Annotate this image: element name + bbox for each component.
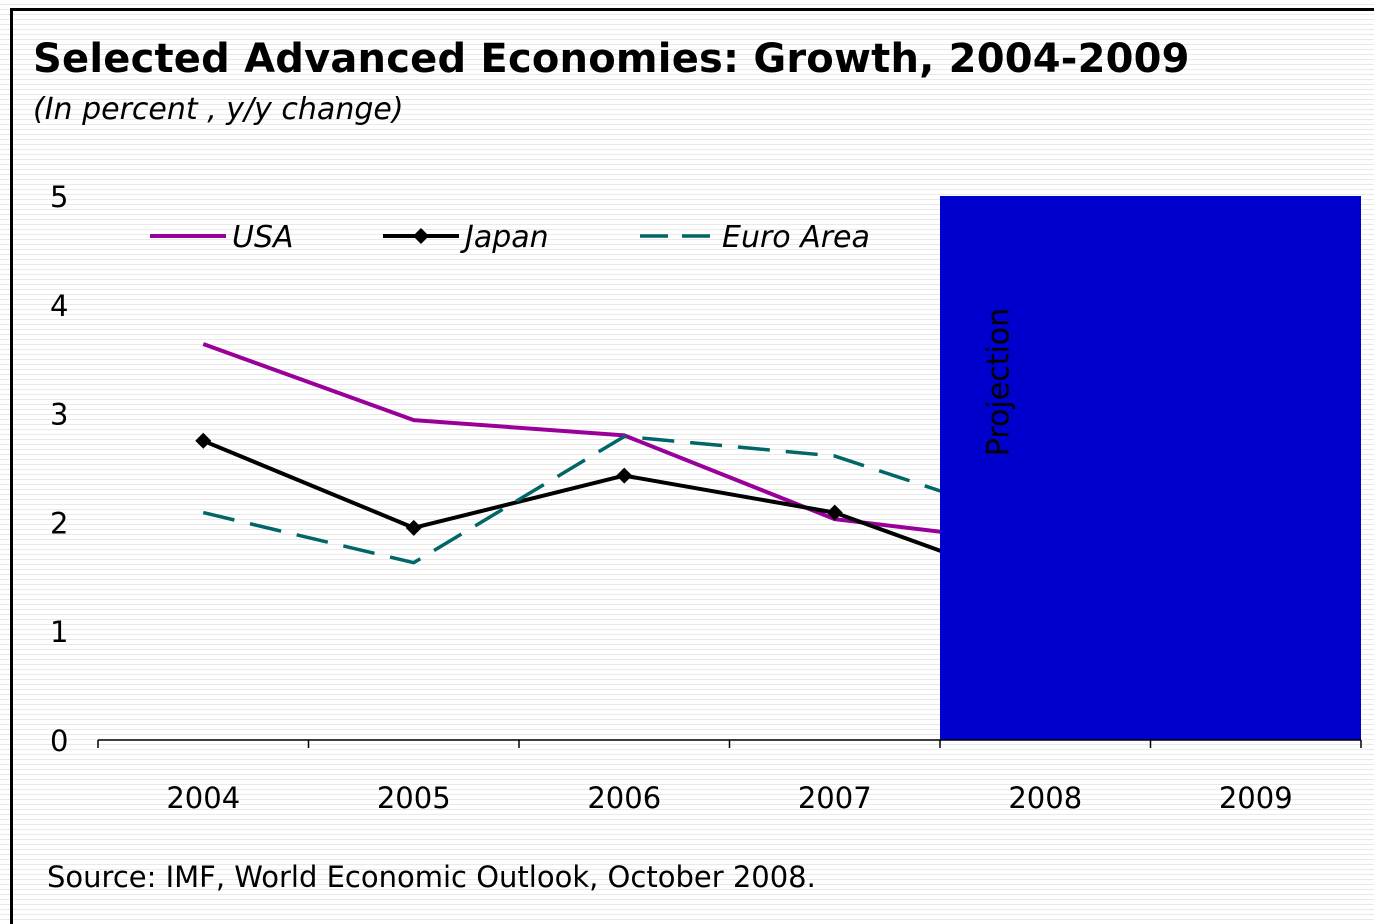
- y-tick-label-5: 5: [50, 180, 68, 214]
- x-tick-label-2009: 2009: [1219, 781, 1293, 815]
- data-point-japan-0: [195, 432, 212, 449]
- data-point-japan-2: [616, 467, 633, 484]
- x-tick-label-2006: 2006: [587, 781, 661, 815]
- y-tick-label-3: 3: [50, 398, 68, 432]
- projection-layer: Projection: [940, 196, 1361, 740]
- x-tick-label-2005: 2005: [377, 781, 451, 815]
- series-line-euro-area: [202, 434, 1046, 565]
- x-tick-label-2007: 2007: [798, 781, 872, 815]
- legend: USA Japan Euro Area: [150, 220, 870, 255]
- y-tick-label-0: 0: [50, 724, 68, 758]
- legend-label-euro-area: Euro Area: [722, 220, 870, 255]
- legend-marker-japan: [413, 228, 429, 244]
- series-layer: [195, 342, 1054, 597]
- legend-label-japan: Japan: [460, 220, 549, 255]
- chart-subtitle: (In percent , y/y change): [33, 92, 404, 127]
- y-tick-label-2: 2: [50, 506, 68, 540]
- y-tick-label-4: 4: [50, 289, 68, 323]
- y-tick-label-1: 1: [50, 615, 68, 649]
- legend-label-usa: USA: [232, 220, 294, 255]
- chart-frame: [10, 8, 1374, 924]
- x-tick-label-2008: 2008: [1008, 781, 1082, 815]
- projection-region: [940, 196, 1361, 740]
- source-note: Source: IMF, World Economic Outlook, Oct…: [47, 860, 816, 894]
- data-point-japan-3: [826, 504, 843, 521]
- axes: 2004 2005 2006 2007 2008 2009 0 1 2 3 4 5: [50, 180, 1362, 815]
- data-point-japan-1: [405, 519, 422, 536]
- x-tick-label-2004: 2004: [166, 781, 240, 815]
- projection-label: Projection: [982, 308, 1017, 456]
- chart-title: Selected Advanced Economies: Growth, 200…: [33, 36, 1190, 82]
- series-line-japan: [202, 438, 1046, 591]
- series-line-usa: [202, 342, 1046, 547]
